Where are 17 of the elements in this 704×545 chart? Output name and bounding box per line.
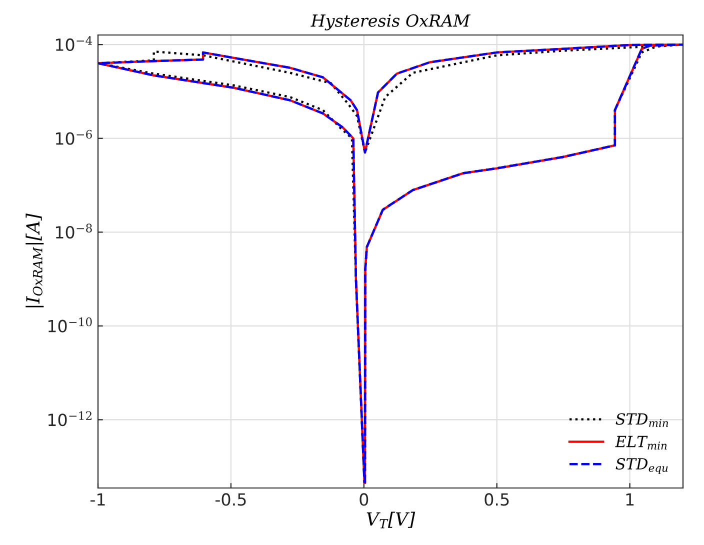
- x-tick-label: 1: [626, 493, 634, 506]
- x-tick-label: 0.5: [484, 493, 509, 506]
- chart-title: Hysteresis OxRAM: [310, 14, 471, 30]
- y-tick-label: 10$^{−10}$: [48, 317, 92, 332]
- legend-label: STD$_{equ}$: [616, 458, 668, 474]
- y-tick-label: 10$^{−12}$: [48, 411, 92, 426]
- y-tick-label: 10$^{−8}$: [56, 224, 92, 239]
- x-axis-title: V$_{T}$[V]: [366, 512, 416, 528]
- y-tick-label: 10$^{−6}$: [56, 130, 92, 145]
- x-tick-label: -0.5: [216, 493, 246, 506]
- y-tick-label: 10$^{−4}$: [56, 36, 92, 52]
- legend-label: STD$_{min}$: [616, 413, 668, 427]
- x-tick-label: -1: [90, 493, 105, 506]
- x-tick-label: 0: [360, 493, 368, 506]
- legend-label: ELT$_{min}$: [615, 436, 667, 450]
- line-series: [98, 43, 683, 484]
- y-axis-title: |I$_{OxRAM}$|[A]: [26, 213, 44, 308]
